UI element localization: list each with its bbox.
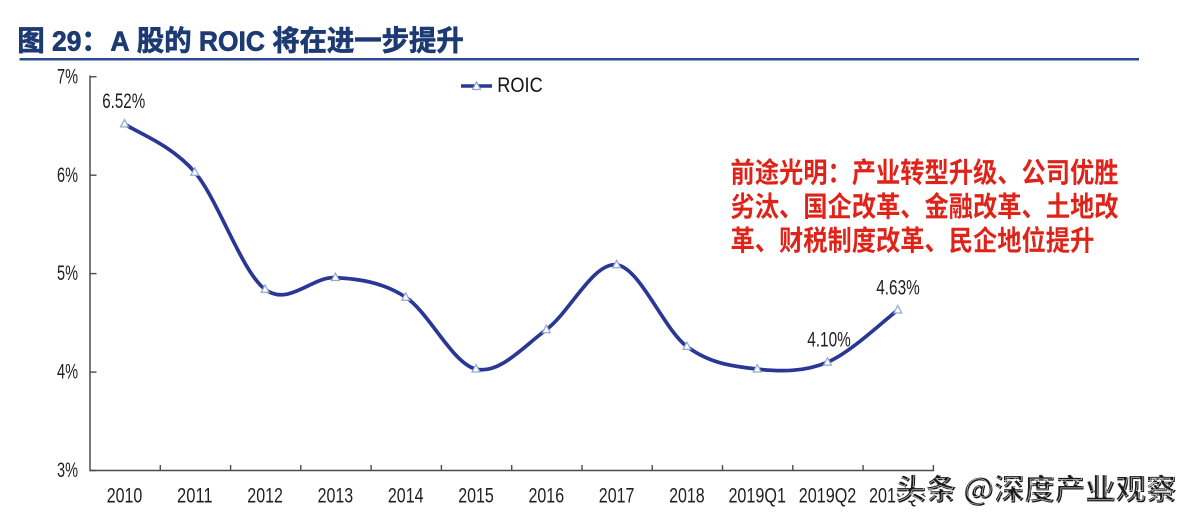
svg-text:2012: 2012 <box>247 484 283 507</box>
svg-text:2019Q1: 2019Q1 <box>728 484 786 507</box>
svg-text:2017: 2017 <box>599 484 635 507</box>
svg-text:ROIC: ROIC <box>497 74 542 97</box>
svg-text:4.10%: 4.10% <box>807 329 851 352</box>
svg-text:2018: 2018 <box>669 484 705 507</box>
svg-text:2014: 2014 <box>388 484 424 507</box>
svg-text:6%: 6% <box>57 164 78 187</box>
svg-text:2010: 2010 <box>107 484 143 507</box>
svg-text:6.52%: 6.52% <box>102 90 145 113</box>
svg-text:5%: 5% <box>57 262 78 285</box>
svg-text:7%: 7% <box>57 65 78 88</box>
svg-text:2011: 2011 <box>177 484 213 507</box>
svg-text:4.63%: 4.63% <box>876 276 920 299</box>
svg-text:3%: 3% <box>57 459 78 482</box>
svg-text:2013: 2013 <box>318 484 354 507</box>
svg-text:2019Q2: 2019Q2 <box>799 484 857 507</box>
svg-text:4%: 4% <box>57 361 78 384</box>
svg-text:2016: 2016 <box>529 484 565 507</box>
svg-text:2015: 2015 <box>458 484 494 507</box>
